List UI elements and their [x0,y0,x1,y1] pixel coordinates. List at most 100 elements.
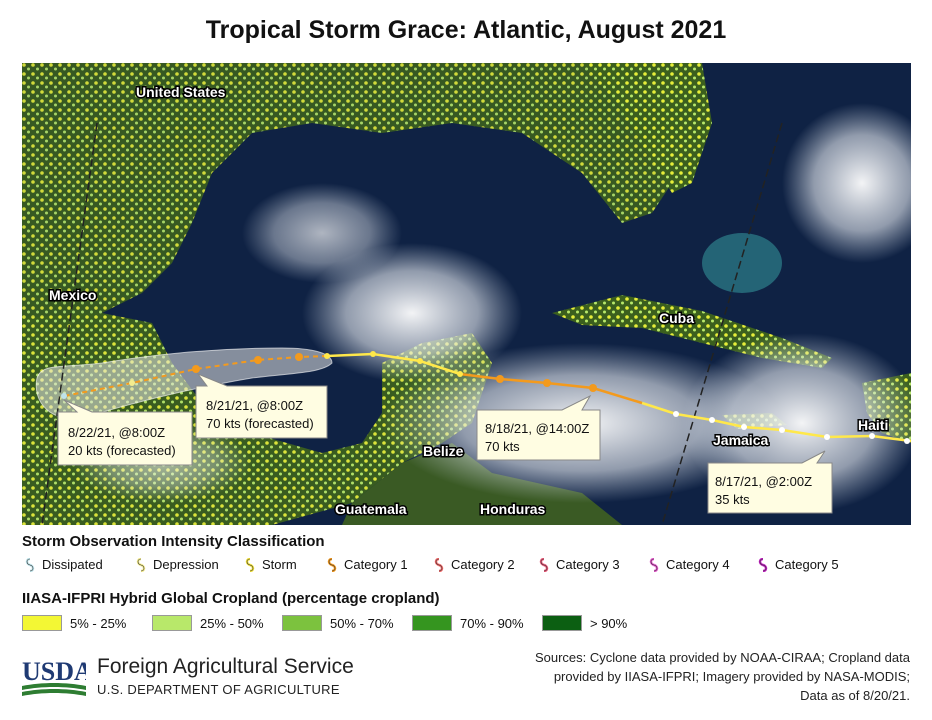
storm-marker-cat1 [295,353,303,361]
storm-marker [824,434,830,440]
legend-dissipated: Dissipated [24,557,103,572]
callout-8-18: 8/18/21, @14:00Z 70 kts [476,394,601,461]
category-3-icon [539,557,549,572]
legend-depression-label: Depression [153,557,219,572]
callout-8-22-detail: 20 kts (forecasted) [68,443,176,458]
callout-8-18-date: 8/18/21, @14:00Z [485,421,589,436]
callout-8-22: 8/22/21, @8:00Z 20 kts (forecasted) [57,399,193,466]
cloud [242,183,402,283]
storm-marker [457,371,463,377]
crop-label-25-50: 25% - 50% [200,615,264,631]
storm-marker [61,393,67,399]
storm-marker [129,380,135,386]
legend-crop-25-50: 25% - 50% [152,615,264,631]
legend-dissipated-label: Dissipated [42,557,103,572]
storm-marker [741,424,747,430]
legend-category-3: Category 3 [538,557,620,572]
crop-swatch-90 [542,615,582,631]
storm-marker [673,411,679,417]
crop-swatch-50-70 [282,615,322,631]
legend-category-2-label: Category 2 [451,557,515,572]
callout-8-21-detail: 70 kts (forecasted) [206,416,314,431]
legend-category-5-label: Category 5 [775,557,839,572]
legend-category-1-label: Category 1 [344,557,408,572]
storm-marker-cat1 [543,379,551,387]
department-name: U.S. DEPARTMENT OF AGRICULTURE [97,682,340,697]
sources-note: Sources: Cyclone data provided by NOAA-C… [510,648,910,705]
depression-icon [136,557,146,572]
legend-crop-5-25: 5% - 25% [22,615,126,631]
cloud [302,243,522,383]
usda-logo: USDA [22,657,86,696]
storm-marker [370,351,376,357]
page-title: Tropical Storm Grace: Atlantic, August 2… [205,16,727,44]
storm-markers [61,351,910,444]
map[interactable]: United States Mexico Cuba Haiti Jamaica … [22,63,911,525]
storm-marker [709,417,715,423]
legend-category-2: Category 2 [433,557,515,572]
grid-line [661,122,783,525]
cloud [782,103,911,263]
legend-category-5: Category 5 [757,557,839,572]
storm-marker-cat1 [496,375,504,383]
storm-icon [245,557,255,572]
callout-8-22-date: 8/22/21, @8:00Z [68,425,165,440]
callout-8-18-detail: 70 kts [485,439,520,454]
legend-crop-90: > 90% [542,615,627,631]
usda-logo-text: USDA [22,657,86,686]
storm-marker [779,427,785,433]
crop-label-70-90: 70% - 90% [460,615,524,631]
storm-marker [904,438,910,444]
legend-category-4-label: Category 4 [666,557,730,572]
storm-marker [869,433,875,439]
legend-category-4: Category 4 [648,557,730,572]
bahamas-shallows [702,233,782,293]
storm-marker-cat1 [589,384,597,392]
legend-crop-50-70: 50% - 70% [282,615,394,631]
legend-depression: Depression [135,557,219,572]
category-1-icon [327,557,337,572]
label-mexico: Mexico [49,287,96,303]
storm-marker [417,358,423,364]
track-storm-east [641,401,911,443]
label-cuba: Cuba [659,310,694,326]
storm-marker-cat1 [254,356,262,364]
label-haiti: Haiti [858,417,888,433]
track-storm-west [326,352,461,376]
label-belize: Belize [423,443,464,459]
legend-storm: Storm [244,557,297,572]
callout-8-17-date: 8/17/21, @2:00Z [715,474,812,489]
storm-marker [324,353,330,359]
legend-category-3-label: Category 3 [556,557,620,572]
grid-line [41,122,98,525]
crop-swatch-25-50 [152,615,192,631]
sources-line-2: provided by IIASA-IFPRI; Imagery provide… [553,669,910,684]
crop-swatch-70-90 [412,615,452,631]
crop-swatch-5-25 [22,615,62,631]
callout-8-17-detail: 35 kts [715,492,750,507]
sources-line-3: Data as of 8/20/21. [800,688,910,703]
category-4-icon [649,557,659,572]
label-jamaica: Jamaica [713,432,768,448]
crop-label-5-25: 5% - 25% [70,615,127,631]
callout-8-17: 8/17/21, @2:00Z 35 kts [707,450,833,514]
florida-land [582,63,712,193]
legend-category-1: Category 1 [326,557,408,572]
category-2-icon [434,557,444,572]
category-5-icon [758,557,768,572]
track-forecast [63,355,328,397]
crop-label-50-70: 50% - 70% [330,615,394,631]
crop-legend-title: IIASA-IFPRI Hybrid Global Cropland (perc… [22,590,440,607]
label-united-states: United States [136,84,226,100]
callout-8-21: 8/21/21, @8:00Z 70 kts (forecasted) [195,372,328,439]
crop-label-90: > 90% [590,615,628,631]
legend-storm-label: Storm [262,557,297,572]
label-honduras: Honduras [480,501,546,517]
legend-crop-70-90: 70% - 90% [412,615,524,631]
callout-8-21-date: 8/21/21, @8:00Z [206,398,303,413]
agency-name: Foreign Agricultural Service [97,655,354,678]
storm-marker-cat1 [192,365,200,373]
sources-line-1: Sources: Cyclone data provided by NOAA-C… [534,650,910,665]
storm-legend-title: Storm Observation Intensity Classificati… [22,533,325,550]
dissipated-icon [25,557,35,572]
